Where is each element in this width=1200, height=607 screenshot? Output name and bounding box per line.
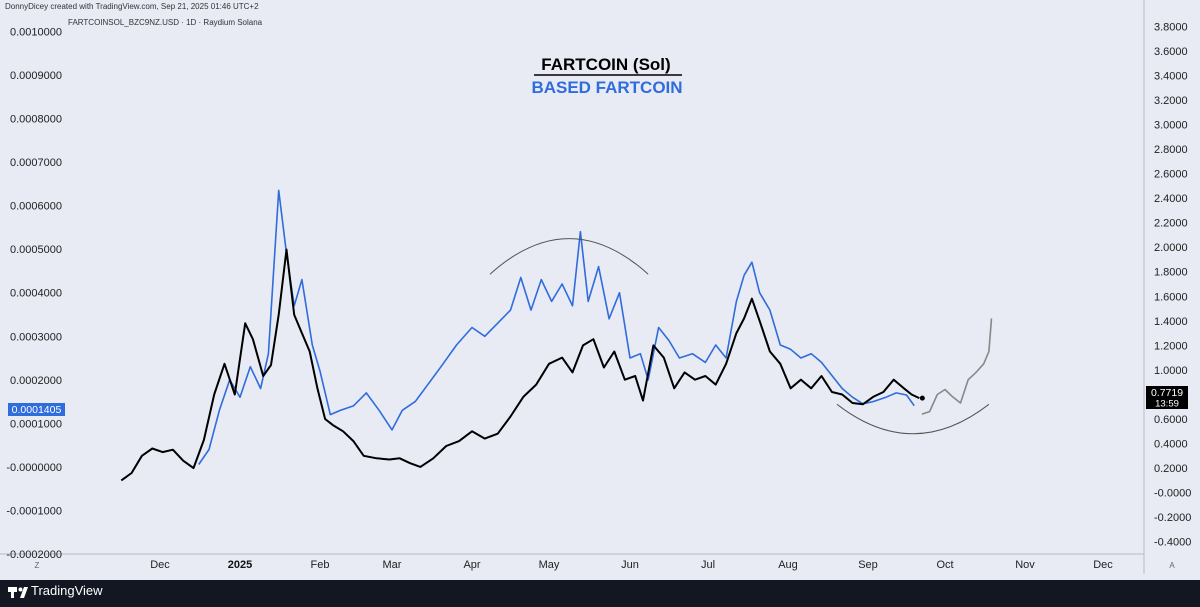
left-tick-label: -0.0001000 <box>6 505 62 517</box>
right-tick-label: -0.2000 <box>1154 512 1191 524</box>
right-tick-label: 1.6000 <box>1154 291 1188 303</box>
projection-line[interactable] <box>921 318 993 415</box>
x-tick-label: Apr <box>463 559 480 571</box>
auto-scale-button[interactable]: A <box>1169 561 1175 570</box>
right-tick-label: -0.4000 <box>1154 537 1191 549</box>
tradingview-logo[interactable]: TradingView <box>8 583 103 598</box>
bowl-arc-annotation[interactable] <box>836 403 990 435</box>
x-tick-label: Oct <box>936 559 953 571</box>
left-tick-label: -0.0000000 <box>6 462 62 474</box>
annotation-subtitle: BASED FARTCOIN <box>531 78 682 97</box>
left-price-axis[interactable]: 0.0010000 0.0009000 0.0008000 0.0007000 0.00… <box>6 26 62 561</box>
tradingview-logo-icon <box>8 587 28 598</box>
right-tick-label: 0.4000 <box>1154 439 1188 451</box>
left-current-price-text: 0.0001405 <box>12 404 62 416</box>
dome-arc-annotation[interactable] <box>489 238 649 275</box>
right-tick-label: 1.8000 <box>1154 267 1188 279</box>
right-tick-label: 0.2000 <box>1154 463 1188 475</box>
series-line-fartcoin-sol[interactable] <box>120 248 920 482</box>
left-tick-label: -0.0002000 <box>6 549 62 561</box>
x-tick-label: Jul <box>701 559 715 571</box>
right-tick-label: 1.0000 <box>1154 365 1188 377</box>
x-tick-label: Sep <box>858 559 878 571</box>
right-tick-label: 2.0000 <box>1154 242 1188 254</box>
series-layer <box>120 189 993 482</box>
zoom-corner-button[interactable]: Z <box>35 561 40 570</box>
right-tick-label: 2.4000 <box>1154 193 1188 205</box>
left-current-price-label: 0.0001405 <box>8 403 65 416</box>
bar-countdown-text: 13:59 <box>1155 399 1179 410</box>
x-tick-label: Dec <box>1093 559 1113 571</box>
x-tick-label: May <box>539 559 560 571</box>
annotation-title: FARTCOIN (Sol) <box>541 55 670 74</box>
right-tick-label: 0.6000 <box>1154 414 1188 426</box>
credit-text: DonnyDicey created with TradingView.com,… <box>5 2 259 11</box>
left-tick-label: 0.0008000 <box>10 114 62 126</box>
x-tick-label: Nov <box>1015 559 1035 571</box>
left-tick-label: 0.0009000 <box>10 70 62 82</box>
x-tick-label: Mar <box>383 559 402 571</box>
x-tick-label: 2025 <box>228 559 252 571</box>
right-price-axis[interactable]: 3.8000 3.6000 3.4000 3.2000 3.0000 2.8000 2.60… <box>1154 21 1191 548</box>
x-tick-label: Feb <box>311 559 330 571</box>
time-axis[interactable]: Dec 2025 Feb Mar Apr May Jun Jul Aug Sep Oct Nov Dec <box>150 559 1113 571</box>
right-tick-label: 1.4000 <box>1154 316 1188 328</box>
right-tick-label: 1.2000 <box>1154 340 1188 352</box>
right-tick-label: -0.0000 <box>1154 488 1191 500</box>
tradingview-brand-text: TradingView <box>31 583 103 598</box>
right-tick-label: 3.6000 <box>1154 46 1188 58</box>
right-tick-label: 2.2000 <box>1154 218 1188 230</box>
right-tick-label: 3.4000 <box>1154 70 1188 82</box>
x-tick-label: Jun <box>621 559 639 571</box>
left-tick-label: 0.0002000 <box>10 375 62 387</box>
right-tick-label: 3.2000 <box>1154 95 1188 107</box>
series-end-dot <box>919 395 925 401</box>
series-line-based-fartcoin[interactable] <box>198 189 915 465</box>
right-tick-label: 2.6000 <box>1154 169 1188 181</box>
right-current-price-text: 0.7719 <box>1151 387 1183 399</box>
left-tick-label: 0.0010000 <box>10 26 62 38</box>
left-tick-label: 0.0001000 <box>10 418 62 430</box>
x-tick-label: Aug <box>778 559 798 571</box>
right-tick-label: 3.8000 <box>1154 21 1188 33</box>
right-tick-label: 3.0000 <box>1154 119 1188 131</box>
left-tick-label: 0.0005000 <box>10 244 62 256</box>
x-tick-label: Dec <box>150 559 170 571</box>
right-current-price-label: 0.7719 13:59 <box>1146 386 1188 410</box>
left-tick-label: 0.0003000 <box>10 331 62 343</box>
symbol-label[interactable]: FARTCOINSOL_BZC9NZ.USD · 1D · Raydium So… <box>68 18 263 27</box>
left-tick-label: 0.0004000 <box>10 288 62 300</box>
footer-bar <box>0 580 1200 607</box>
left-tick-label: 0.0006000 <box>10 201 62 213</box>
left-tick-label: 0.0007000 <box>10 157 62 169</box>
right-tick-label: 2.8000 <box>1154 144 1188 156</box>
